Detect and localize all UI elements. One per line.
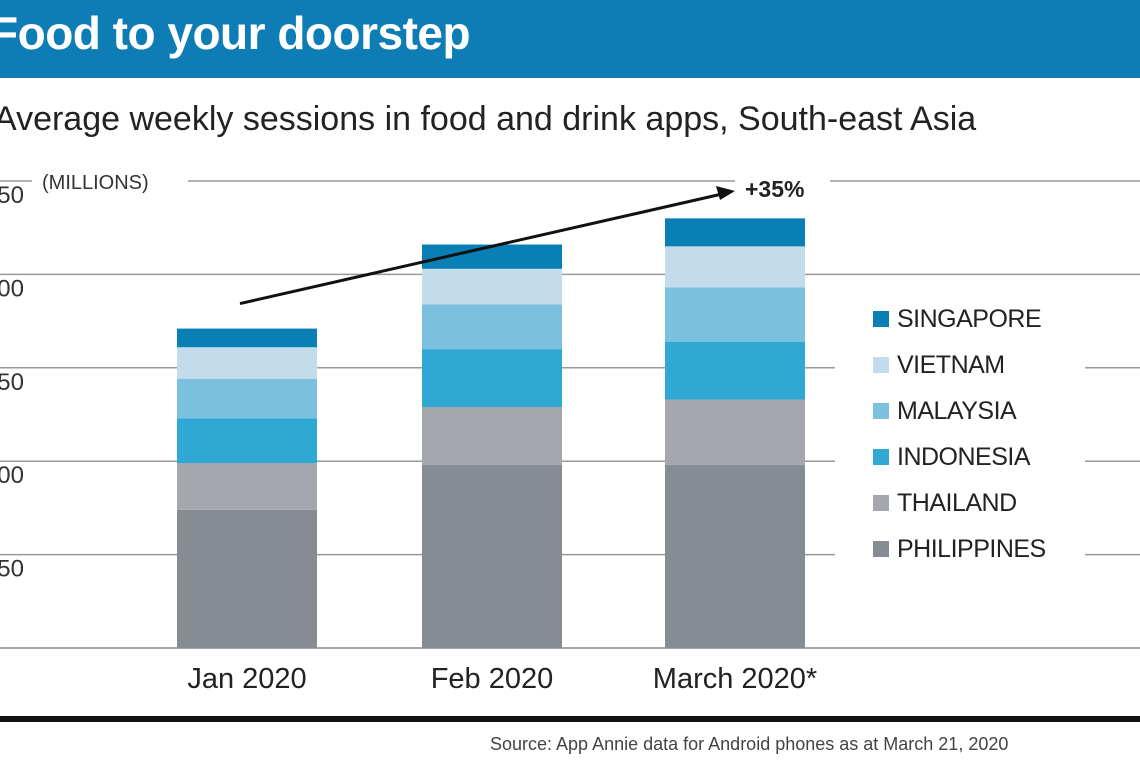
bar-segment-thailand bbox=[665, 399, 805, 465]
bar-segment-vietnam bbox=[665, 246, 805, 288]
bar-segment-indonesia bbox=[665, 341, 805, 400]
bar-segment-philippines bbox=[665, 464, 805, 648]
legend-swatch bbox=[873, 495, 889, 511]
bar-segment-indonesia bbox=[422, 349, 562, 408]
legend-swatch bbox=[873, 357, 889, 373]
legend-item-philippines: PHILIPPINES bbox=[873, 526, 1046, 572]
bar-segment-thailand bbox=[422, 407, 562, 465]
legend-label: SINGAPORE bbox=[897, 304, 1042, 333]
y-tick-label: 100 bbox=[0, 462, 24, 489]
bar-segment-singapore bbox=[177, 328, 317, 348]
bar-segment-vietnam bbox=[177, 347, 317, 380]
legend-label: VIETNAM bbox=[897, 350, 1005, 379]
bar-segment-vietnam bbox=[422, 268, 562, 305]
x-tick-label: Feb 2020 bbox=[431, 663, 554, 695]
bar-segment-malaysia bbox=[177, 379, 317, 419]
y-tick-label: 50 bbox=[0, 556, 24, 583]
bar-segment-thailand bbox=[177, 463, 317, 510]
x-tick-label: March 2020* bbox=[653, 663, 817, 695]
legend-item-singapore: SINGAPORE bbox=[873, 296, 1046, 342]
bar-segment-indonesia bbox=[177, 418, 317, 464]
bar-segment-philippines bbox=[422, 464, 562, 648]
bar-segment-singapore bbox=[665, 218, 805, 247]
legend-label: THAILAND bbox=[897, 488, 1017, 517]
legend-swatch bbox=[873, 449, 889, 465]
header-bar: Food to your doorstep bbox=[0, 0, 1140, 78]
legend-label: INDONESIA bbox=[897, 442, 1031, 471]
bar-segment-malaysia bbox=[422, 304, 562, 350]
y-tick-label: 200 bbox=[0, 275, 24, 302]
bar-segment-philippines bbox=[177, 509, 317, 648]
bar-segment-malaysia bbox=[665, 287, 805, 342]
x-tick-label: Jan 2020 bbox=[187, 663, 306, 695]
growth-arrow bbox=[239, 192, 723, 306]
y-axis-unit-label: (MILLIONS) bbox=[42, 172, 149, 194]
legend-item-indonesia: INDONESIA bbox=[873, 434, 1046, 480]
y-tick-label: 150 bbox=[0, 369, 24, 396]
y-tick-label: 250 bbox=[0, 182, 24, 209]
growth-annotation: +35% bbox=[745, 176, 804, 202]
legend-item-vietnam: VIETNAM bbox=[873, 342, 1046, 388]
legend: SINGAPORE VIETNAM MALAYSIA INDONESIA THAILAN… bbox=[873, 296, 1046, 572]
chart-title: Food to your doorstep bbox=[0, 7, 471, 59]
legend-swatch bbox=[873, 403, 889, 419]
legend-label: MALAYSIA bbox=[897, 396, 1017, 425]
source-note: Source: App Annie data for Android phone… bbox=[490, 734, 1009, 754]
legend-item-thailand: THAILAND bbox=[873, 480, 1046, 526]
legend-label: PHILIPPINES bbox=[897, 534, 1046, 563]
arrow-head-icon bbox=[716, 186, 735, 200]
legend-item-malaysia: MALAYSIA bbox=[873, 388, 1046, 434]
legend-swatch bbox=[873, 311, 889, 327]
chart-subtitle: Average weekly sessions in food and drin… bbox=[0, 100, 977, 138]
stacked-bar-chart: 50 100 150 200 250 (MILLIONS) Jan 2020 Feb 2020… bbox=[0, 172, 1140, 695]
legend-swatch bbox=[873, 541, 889, 557]
footer-rule bbox=[0, 716, 1140, 722]
